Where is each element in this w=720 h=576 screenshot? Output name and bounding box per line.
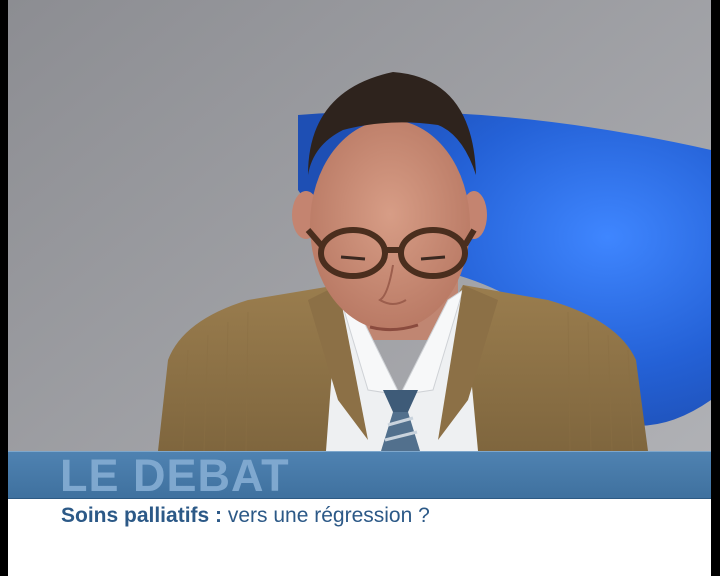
presenter-shirt xyxy=(326,290,478,451)
tie-knot xyxy=(383,390,418,412)
presenter-hair xyxy=(308,72,476,175)
banner-title-bar: LE DEBAT xyxy=(8,450,711,501)
lapel-right xyxy=(438,285,498,440)
corduroy-texture xyxy=(182,311,634,452)
tie-stripes xyxy=(384,416,418,442)
presenter-nose xyxy=(378,264,407,305)
studio-scene xyxy=(8,0,711,576)
show-title: LE DEBAT xyxy=(60,450,290,501)
banner-subtitle-bar: Soins palliatifs : vers une régression ? xyxy=(8,499,711,576)
topic-subtitle-bold: Soins palliatifs : xyxy=(61,504,223,527)
presenter-face xyxy=(310,120,470,330)
presenter-mouth xyxy=(369,323,419,332)
topic-subtitle-rest: vers une régression ? xyxy=(222,504,430,527)
presenter-glasses xyxy=(305,227,477,279)
lower-third-banner: LE DEBAT Soins palliatifs : vers une rég… xyxy=(8,451,711,576)
lapel-left xyxy=(308,285,368,440)
presenter-eyes xyxy=(340,255,446,261)
topic-subtitle: Soins palliatifs : vers une régression ? xyxy=(61,499,430,533)
presenter-jacket xyxy=(158,285,648,451)
presenter-tie xyxy=(381,412,420,451)
